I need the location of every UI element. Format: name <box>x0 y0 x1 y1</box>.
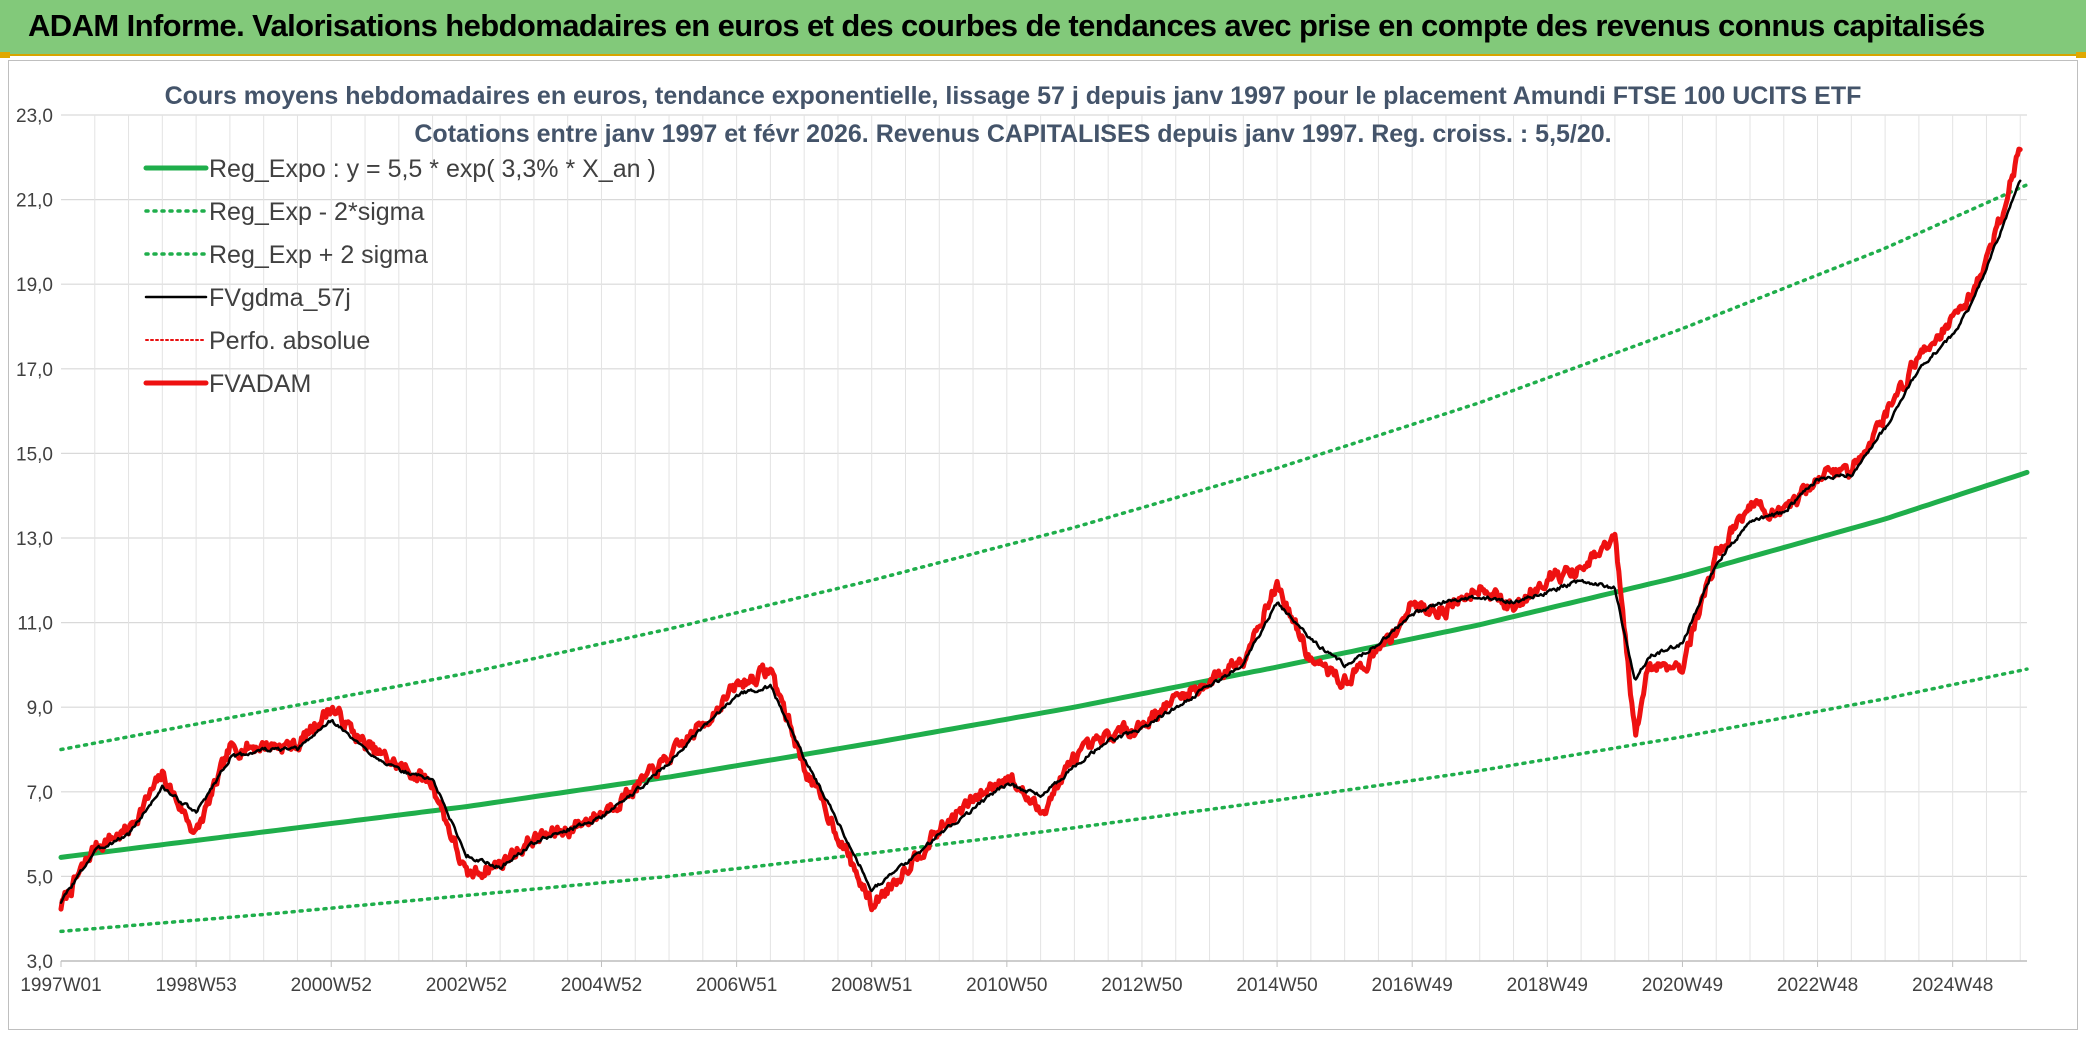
page-title: ADAM Informe. Valorisations hebdomadaire… <box>28 8 1985 43</box>
chart-svg: 3,0 5,0 7,0 9,0 11,0 13,0 15,0 17,0 19,0 21,0 23,0… <box>16 82 2030 996</box>
chart-subtitle: Cotations entre janv 1997 et févr 2026. … <box>414 120 1611 148</box>
axes: 3,0 5,0 7,0 9,0 11,0 13,0 15,0 17,0 19,0 21,0 23,0… <box>16 106 2027 996</box>
x-tick-label: 2004W52 <box>561 975 642 996</box>
x-tick-label: 2012W50 <box>1101 975 1182 996</box>
x-tick-label: 1997W01 <box>20 975 101 996</box>
series-line-5 <box>58 146 2023 913</box>
series-layer <box>58 146 2030 934</box>
legend-label-4: Perfo. absolue <box>209 327 370 355</box>
corner-accent-right <box>2076 52 2086 58</box>
header-banner: ADAM Informe. Valorisations hebdomadaire… <box>0 0 2086 56</box>
x-tick-label: 2018W49 <box>1507 975 1588 996</box>
y-tick-label: 7,0 <box>27 783 53 804</box>
y-tick-label: 19,0 <box>16 275 53 296</box>
y-tick-label: 3,0 <box>27 952 53 973</box>
y-tick-label: 11,0 <box>17 614 53 635</box>
x-tick-label: 2022W48 <box>1777 975 1858 996</box>
series-line-1 <box>59 667 2029 934</box>
x-tick-label: 2010W50 <box>966 975 1047 996</box>
y-tick-label: 9,0 <box>27 698 53 719</box>
x-tick-label: 2008W51 <box>831 975 912 996</box>
legend-label-2: Reg_Exp + 2 sigma <box>209 241 428 269</box>
x-tick-label: 2024W48 <box>1912 975 1993 996</box>
chart-title: Cours moyens hebdomadaires en euros, ten… <box>165 82 1862 110</box>
x-tick-label: 2002W52 <box>426 975 507 996</box>
legend: Reg_Expo : y = 5,5 * exp( 3,3% * X_an ) R… <box>143 155 656 398</box>
x-tick-label: 1998W53 <box>155 975 236 996</box>
x-tick-label: 2014W50 <box>1236 975 1317 996</box>
series-line-2 <box>59 183 2029 752</box>
y-tick-label: 21,0 <box>16 191 53 212</box>
legend-label-1: Reg_Exp - 2*sigma <box>209 198 424 226</box>
series-line-3 <box>59 179 2022 904</box>
series-line-0 <box>58 469 2030 860</box>
legend-label-0: Reg_Expo : y = 5,5 * exp( 3,3% * X_an ) <box>209 155 656 183</box>
grid <box>61 114 2027 962</box>
x-tick-label: 2016W49 <box>1372 975 1453 996</box>
y-tick-label: 17,0 <box>16 360 53 381</box>
x-tick-label: 2020W49 <box>1642 975 1723 996</box>
x-tick-label: 2006W51 <box>696 975 777 996</box>
corner-accent-left <box>0 52 10 58</box>
y-tick-label: 5,0 <box>27 867 53 888</box>
y-tick-label: 15,0 <box>16 444 53 465</box>
legend-label-3: FVgdma_57j <box>209 284 351 312</box>
y-tick-label: 13,0 <box>16 529 53 550</box>
x-tick-label: 2000W52 <box>291 975 372 996</box>
legend-label-5: FVADAM <box>209 370 311 398</box>
chart-frame: 3,0 5,0 7,0 9,0 11,0 13,0 15,0 17,0 19,0 21,0 23,0… <box>8 60 2078 1030</box>
y-tick-label: 23,0 <box>16 106 53 127</box>
